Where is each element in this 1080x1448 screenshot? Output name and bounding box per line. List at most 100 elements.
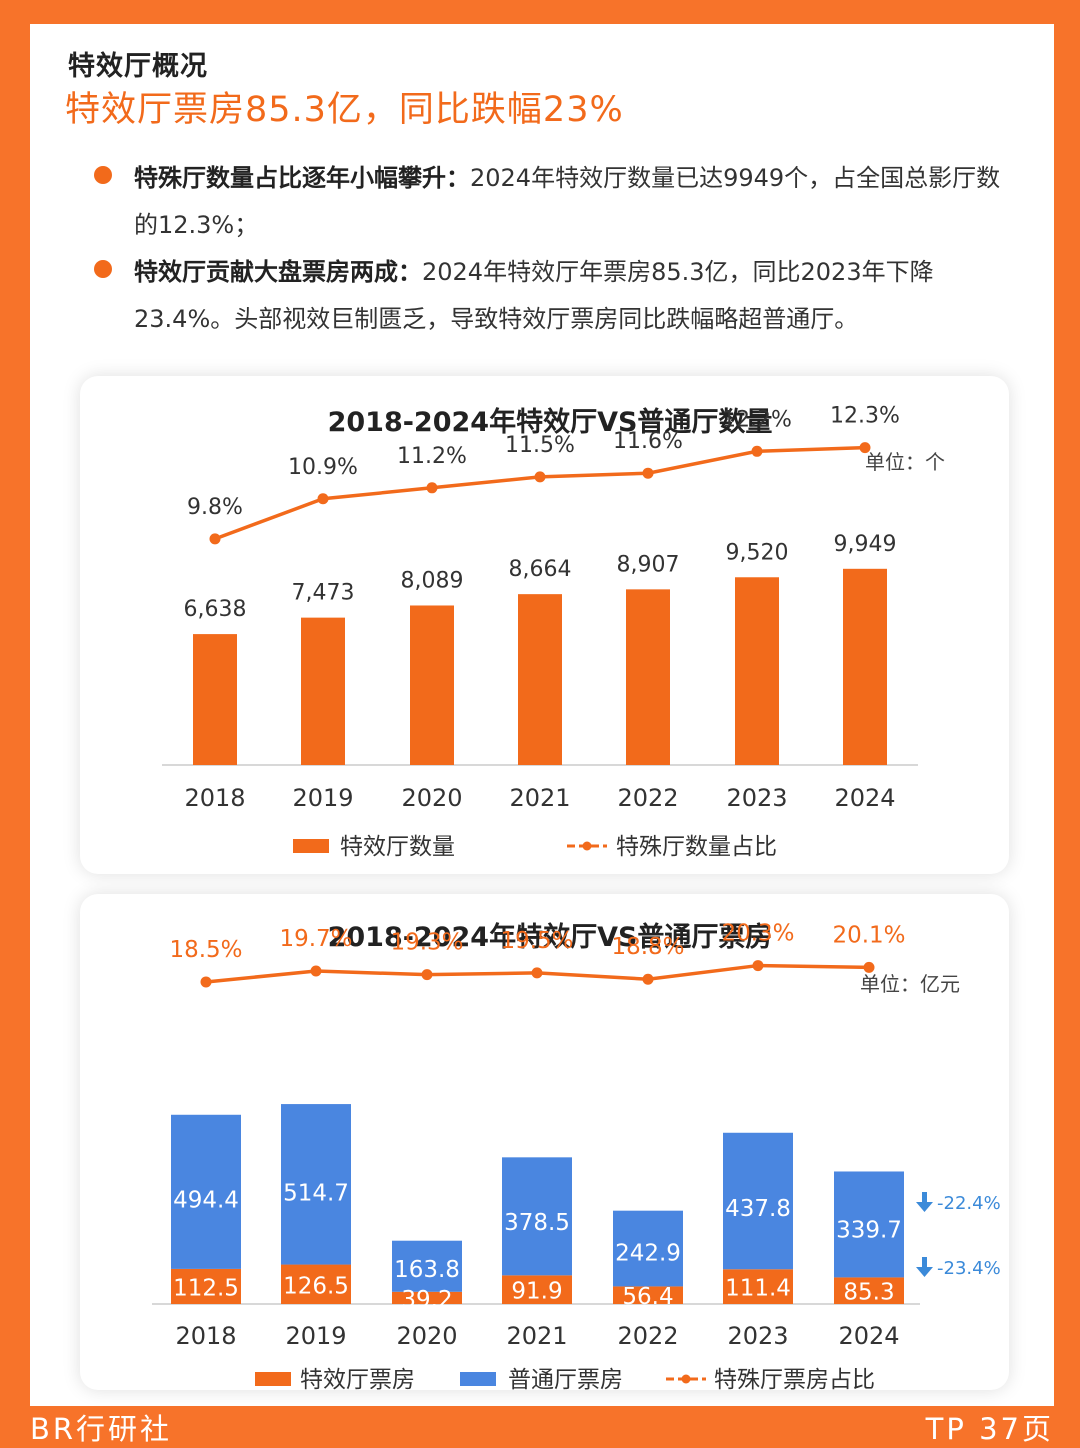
ratio-point-2022 (642, 467, 654, 479)
bullet-2: 特效厅贡献大盘票房两成：2024年特效厅年票房85.3亿，同比2023年下降23… (134, 249, 1014, 343)
ratio-label-2021: 11.5% (505, 433, 575, 458)
normal-value-2019: 514.7 (283, 1180, 349, 1206)
count-chart-card: 2018-2024年特效厅VS普通厅数量 单位：个 6,638 2018 7,473 20… (80, 376, 1009, 874)
legend-line-label: 特殊厅数量占比 (616, 834, 777, 860)
bar-2019 (301, 617, 345, 765)
legend-special-label: 特效厅票房 (300, 1367, 415, 1390)
bullet-2-text: 2024年特效厅年票房85.3亿，同比2023年下降23.4%。头部视效巨制匮乏… (134, 258, 934, 333)
ratio-label-2020: 11.2% (397, 444, 467, 469)
bar-label-2019: 7,473 (292, 581, 355, 606)
x-tick-2021: 2021 (509, 784, 570, 812)
footer-page: TP 37页 (925, 1412, 1054, 1446)
special-value-2023: 111.4 (725, 1276, 791, 1302)
bar-label-2018: 6,638 (184, 597, 247, 622)
down-arrow-icon-stem (922, 1192, 927, 1202)
normal-value-2018: 494.4 (173, 1188, 239, 1214)
x-tick-2022: 2022 (617, 784, 678, 812)
x-tick-2020: 2020 (401, 784, 462, 812)
normal-value-2020: 163.8 (394, 1257, 460, 1283)
normal-bar-2021 (502, 1157, 572, 1276)
ratio-point-2023 (751, 445, 763, 457)
ratio-label-2020: 19.3% (390, 930, 463, 956)
special-bar-2021 (502, 1275, 572, 1304)
x-tick-2022: 2022 (617, 1322, 678, 1350)
legend-normal-label: 普通厅票房 (508, 1367, 623, 1390)
normal-bar-2018 (171, 1114, 241, 1269)
x-tick-2020: 2020 (396, 1322, 457, 1350)
ratio-point-2019 (310, 965, 322, 977)
x-tick-2019: 2019 (292, 784, 353, 812)
bullet-2-label: 特效厅贡献大盘票房两成： (134, 258, 422, 286)
bar-2021 (518, 594, 562, 765)
x-tick-2023: 2023 (726, 784, 787, 812)
bar-label-2020: 8,089 (401, 568, 464, 593)
special-bar-2019 (281, 1264, 351, 1304)
special-value-2019: 126.5 (283, 1273, 349, 1299)
ratio-label-2023: 20.3% (721, 921, 794, 947)
bar-2022 (626, 589, 670, 765)
special-bar-2018 (171, 1268, 241, 1304)
section-title: 特效厅概况 (68, 51, 208, 82)
legend-line-dot (582, 841, 592, 851)
normal-value-2021: 378.5 (504, 1210, 570, 1236)
legend-normal-swatch (460, 1372, 496, 1386)
ratio-point-2019 (317, 493, 329, 505)
down-arrow-icon (916, 1267, 933, 1277)
special-value-2018: 112.5 (173, 1275, 239, 1301)
legend-bar-swatch (293, 839, 329, 853)
special-bar-2023 (723, 1269, 793, 1304)
bullet-1: 特殊厅数量占比逐年小幅攀升：2024年特效厅数量已达9949个，占全国总影厅数的… (134, 155, 1014, 249)
change-label-0: -22.4% (937, 1193, 1001, 1214)
ratio-point-2021 (531, 967, 543, 979)
ratio-label-2018: 9.8% (187, 495, 243, 520)
normal-value-2024: 339.7 (836, 1218, 902, 1244)
legend-line-label: 特殊厅票房占比 (714, 1367, 875, 1390)
special-bar-2020 (392, 1291, 462, 1304)
ratio-label-2022: 18.8% (611, 934, 684, 960)
bar-2020 (410, 605, 454, 765)
bullet-1-label: 特殊厅数量占比逐年小幅攀升： (134, 164, 470, 192)
footer-source: BR行研社 (30, 1412, 173, 1446)
ratio-point-2024 (863, 961, 875, 973)
ratio-label-2019: 19.7% (279, 926, 352, 952)
down-arrow-icon-stem (922, 1257, 927, 1267)
chart-unit: 单位：亿元 (860, 972, 960, 996)
special-value-2020: 39.2 (401, 1287, 452, 1313)
chart-unit: 单位：个 (865, 450, 945, 474)
special-bar-2022 (613, 1286, 683, 1304)
bar-label-2022: 8,907 (617, 552, 680, 577)
legend-special-swatch (255, 1372, 291, 1386)
special-value-2022: 56.4 (622, 1284, 673, 1310)
ratio-label-2019: 10.9% (288, 455, 358, 480)
normal-bar-2024 (834, 1171, 904, 1278)
normal-bar-2019 (281, 1104, 351, 1265)
ratio-point-2024 (859, 442, 871, 454)
bullet-dot-icon (94, 260, 112, 278)
ratio-point-2018 (209, 533, 221, 545)
normal-bar-2022 (613, 1210, 683, 1287)
x-tick-2019: 2019 (285, 1322, 346, 1350)
bar-label-2021: 8,664 (509, 557, 572, 582)
x-tick-2024: 2024 (834, 784, 895, 812)
ratio-label-2023: 12.2% (722, 407, 792, 432)
ratio-point-2023 (752, 960, 764, 972)
normal-bar-2023 (723, 1132, 793, 1270)
x-tick-2021: 2021 (506, 1322, 567, 1350)
content-panel: 特效厅概况 特效厅票房85.3亿，同比跌幅23% 特殊厅数量占比逐年小幅攀升：2… (30, 24, 1054, 1406)
bar-label-2023: 9,520 (726, 540, 789, 565)
bar-2023 (735, 577, 779, 765)
x-tick-2018: 2018 (184, 784, 245, 812)
normal-value-2022: 242.9 (615, 1240, 681, 1266)
ratio-label-2022: 11.6% (613, 429, 683, 454)
legend-line-dot (681, 1374, 691, 1384)
ratio-point-2018 (200, 976, 212, 988)
x-tick-2023: 2023 (727, 1322, 788, 1350)
special-value-2021: 91.9 (511, 1279, 562, 1305)
ratio-point-2020 (421, 969, 433, 981)
bar-label-2024: 9,949 (834, 532, 897, 557)
ratio-point-2020 (426, 482, 438, 494)
change-label-1: -23.4% (937, 1258, 1001, 1279)
down-arrow-icon (916, 1202, 933, 1212)
special-bar-2024 (834, 1277, 904, 1304)
